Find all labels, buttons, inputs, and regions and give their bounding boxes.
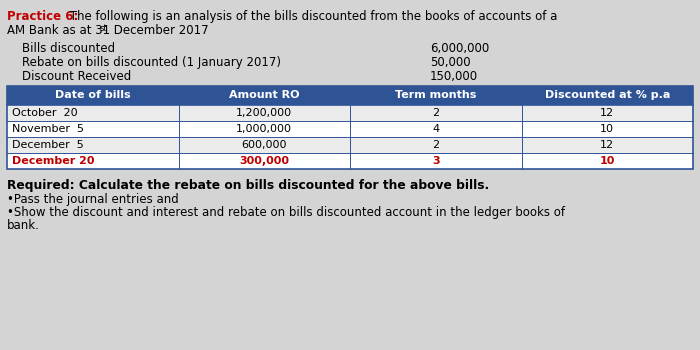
Bar xyxy=(7,86,693,169)
Text: 50,000: 50,000 xyxy=(430,56,470,69)
Text: Discounted at % p.a: Discounted at % p.a xyxy=(545,91,670,100)
Text: Discount Received: Discount Received xyxy=(22,70,132,83)
Text: st: st xyxy=(100,24,108,33)
Text: Amount RO: Amount RO xyxy=(229,91,300,100)
Text: 2: 2 xyxy=(432,108,440,118)
Text: Practice 6:: Practice 6: xyxy=(7,10,78,23)
Text: Term months: Term months xyxy=(395,91,477,100)
Text: November  5: November 5 xyxy=(12,124,84,134)
Text: 12: 12 xyxy=(600,140,615,150)
Text: The following is an analysis of the bills discounted from the books of accounts : The following is an analysis of the bill… xyxy=(66,10,557,23)
Text: Date of bills: Date of bills xyxy=(55,91,131,100)
Text: 300,000: 300,000 xyxy=(239,156,289,166)
Text: 600,000: 600,000 xyxy=(241,140,287,150)
Text: Required: Calculate the rebate on bills discounted for the above bills.: Required: Calculate the rebate on bills … xyxy=(7,179,489,192)
Bar xyxy=(7,137,693,153)
Text: Bills discounted: Bills discounted xyxy=(22,42,115,55)
Text: •Pass the journal entries and: •Pass the journal entries and xyxy=(7,193,178,206)
Text: December  5: December 5 xyxy=(12,140,84,150)
Text: December 20: December 20 xyxy=(12,156,95,166)
Text: bank.: bank. xyxy=(7,219,40,232)
Bar xyxy=(7,153,693,169)
Text: Rebate on bills discounted (1 January 2017): Rebate on bills discounted (1 January 20… xyxy=(22,56,281,69)
Text: 12: 12 xyxy=(600,108,615,118)
Bar xyxy=(7,105,693,121)
Text: December 2017: December 2017 xyxy=(110,24,209,37)
Text: AM Bank as at 31: AM Bank as at 31 xyxy=(7,24,110,37)
Text: 10: 10 xyxy=(600,156,615,166)
Text: 1,200,000: 1,200,000 xyxy=(236,108,293,118)
Text: October  20: October 20 xyxy=(12,108,78,118)
Text: •Show the discount and interest and rebate on bills discounted account in the le: •Show the discount and interest and reba… xyxy=(7,206,565,219)
Text: 4: 4 xyxy=(432,124,440,134)
Text: 150,000: 150,000 xyxy=(430,70,478,83)
Bar xyxy=(7,86,693,105)
Text: 1,000,000: 1,000,000 xyxy=(237,124,293,134)
Text: 10: 10 xyxy=(601,124,615,134)
Text: 2: 2 xyxy=(432,140,440,150)
Text: 6,000,000: 6,000,000 xyxy=(430,42,489,55)
Bar xyxy=(7,121,693,137)
Text: 3: 3 xyxy=(432,156,440,166)
